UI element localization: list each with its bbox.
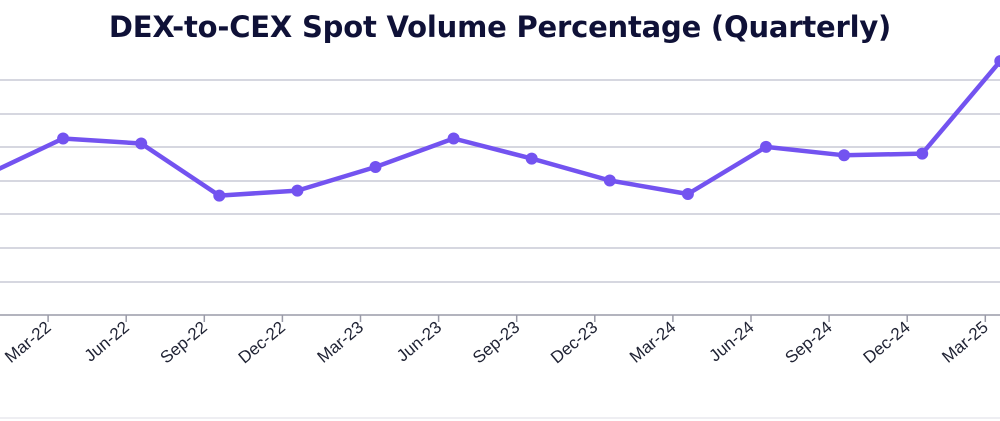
x-tick-label: Jun-22 [81,318,133,366]
gridlines [0,79,1000,419]
x-axis [0,314,1000,322]
x-tick-label: Dec-24 [860,318,914,368]
x-tick-label: Mar-25 [938,318,991,367]
x-tick-label: Sep-24 [781,318,835,368]
data-point [525,152,538,165]
x-tick-labels: Mar-22 Jun-22 Sep-22 Dec-22 Mar-23 Jun-23 Sep-… [1,318,992,368]
data-point [135,137,148,150]
x-tick-label: Mar-23 [314,318,367,367]
data-point [447,132,460,145]
data-point [57,132,70,145]
data-point [291,184,304,197]
x-tick-label: Mar-24 [626,318,679,367]
data-point [369,161,382,174]
data-point [213,189,226,202]
x-tick-label: Jun-24 [706,318,758,366]
x-tick-label: Jun-23 [393,318,445,366]
x-tick-label: Sep-22 [157,318,211,368]
data-point [916,147,929,160]
series-group [0,55,1000,202]
x-tick-label: Dec-22 [235,318,289,368]
data-point [681,187,694,200]
data-point [838,149,851,162]
data-point [994,55,1000,68]
x-tick-label: Mar-22 [1,318,54,367]
x-tick-label: Sep-23 [469,318,523,368]
chart-title: DEX-to-CEX Spot Volume Percentage (Quart… [108,10,892,44]
x-tick-label: Dec-23 [547,318,601,368]
data-point [760,140,772,153]
data-point [603,174,616,187]
series-line [0,58,1000,198]
